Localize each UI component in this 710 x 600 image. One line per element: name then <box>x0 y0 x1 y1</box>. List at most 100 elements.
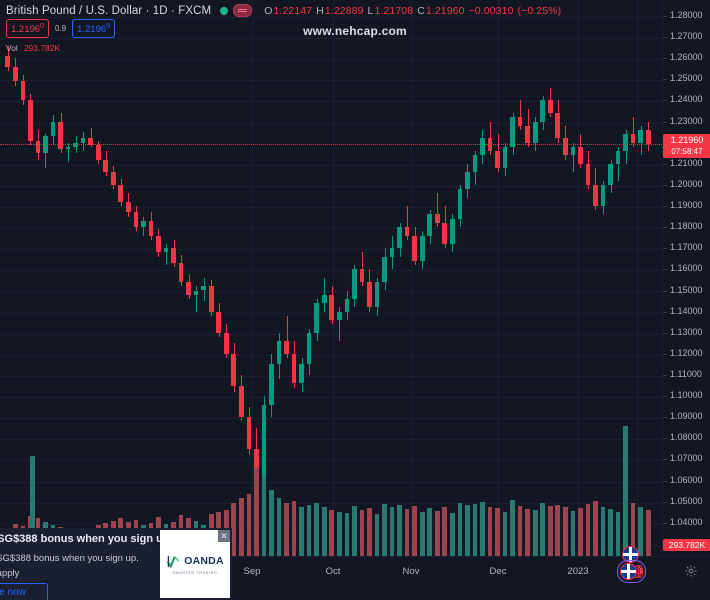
price-axis-tick: 1.28000 <box>670 10 703 20</box>
volume-legend: Vol 293.782K <box>6 43 60 53</box>
candle-body <box>404 227 410 236</box>
ohlc-high-value: 1.22889 <box>324 4 364 17</box>
candle-body <box>645 130 651 144</box>
candle-body <box>329 294 335 321</box>
symbol-title[interactable]: British Pound / U.S. Dollar · 1D · FXCM <box>6 4 212 17</box>
gridline-horizontal <box>0 375 662 377</box>
volume-bar <box>480 502 485 556</box>
candle-body <box>359 269 365 283</box>
gridline-horizontal <box>0 438 662 440</box>
candle-body <box>615 151 621 164</box>
candle-body <box>412 235 417 261</box>
bid-price-box[interactable]: 1.21960 <box>6 18 49 39</box>
volume-legend-value: 293.782K <box>23 43 61 53</box>
gridline-horizontal <box>0 396 662 398</box>
price-axis-tick-dash <box>663 164 667 165</box>
candle-body <box>193 290 199 295</box>
price-axis-tick-dash <box>663 438 667 439</box>
candle-body <box>495 151 500 169</box>
gridline-horizontal <box>0 481 662 483</box>
price-axis-tick-dash <box>663 417 667 418</box>
volume-bar <box>623 425 628 556</box>
volume-bar <box>465 505 470 556</box>
candle-body <box>532 121 538 143</box>
candle-body <box>171 248 176 264</box>
ask-price-box[interactable]: 1.21969 <box>72 18 116 39</box>
price-axis-tick-dash <box>663 79 667 80</box>
price-axis-tick-dash <box>663 459 667 460</box>
volume-bar <box>525 509 530 556</box>
volume-legend-label: Vol <box>6 43 18 53</box>
ohlc-low-label: L <box>367 4 374 17</box>
volume-bar <box>630 502 636 556</box>
ask-price-sup: 9 <box>106 22 111 30</box>
candle-body <box>95 144 101 160</box>
price-axis-tick: 1.15000 <box>670 284 703 295</box>
selection-ring <box>617 560 646 583</box>
price-axis-tick-dash <box>663 248 667 249</box>
volume-bar <box>344 512 350 556</box>
volume-bar <box>615 511 621 556</box>
gridline-horizontal <box>0 290 662 292</box>
volume-bar <box>510 500 515 556</box>
advertisement-overlay[interactable]: a SG$388 bonus when you sign up. sit SG$… <box>0 528 232 600</box>
candle-body <box>125 201 131 213</box>
candle-body <box>540 100 546 122</box>
gridline-horizontal <box>0 333 662 335</box>
candle-body <box>502 146 508 169</box>
volume-bar <box>585 503 591 556</box>
volume-bar <box>231 502 237 556</box>
candle-body <box>374 282 380 308</box>
price-axis-tick: 1.16000 <box>670 263 703 274</box>
chart-plot-area[interactable] <box>0 0 662 556</box>
candle-body <box>434 214 440 223</box>
candle-body <box>442 222 448 245</box>
volume-bar <box>389 507 395 556</box>
candle-body <box>525 125 530 143</box>
candle-body <box>246 417 252 449</box>
ohlc-open-label: O <box>264 4 273 17</box>
time-axis-tick: Sep <box>243 566 261 577</box>
volume-bar <box>578 508 583 556</box>
current-price-time: 07:58:47 <box>671 146 703 156</box>
volume-bar <box>555 504 561 556</box>
gear-icon[interactable] <box>684 564 698 578</box>
volume-bar-spike-left <box>30 456 35 556</box>
candle-body <box>73 142 78 147</box>
volume-bar <box>314 502 320 556</box>
price-axis-tick: 1.23000 <box>670 115 703 126</box>
list-toggle-icon[interactable] <box>233 4 253 17</box>
volume-bar <box>547 506 553 556</box>
gridline-vertical <box>252 0 253 556</box>
candle-body <box>578 146 583 164</box>
close-icon[interactable]: ✕ <box>218 530 230 542</box>
ask-price: 1.2196 <box>77 24 107 36</box>
gridline-horizontal <box>0 227 662 229</box>
candle-body <box>600 184 606 207</box>
candle-body <box>608 163 613 185</box>
candle-body <box>284 341 289 354</box>
candle-body <box>156 235 161 253</box>
ohlc-high-label: H <box>316 4 324 17</box>
oanda-logo-row: OANDA <box>166 554 224 569</box>
candle-body <box>299 364 304 384</box>
candle-body <box>231 353 237 386</box>
volume-bar <box>261 476 267 556</box>
flag-marker-upper[interactable] <box>622 546 639 563</box>
flag-marker-lower[interactable] <box>617 560 646 583</box>
candle-body <box>472 155 478 173</box>
volume-bar <box>600 507 606 556</box>
candle-body <box>306 332 312 365</box>
gridline-vertical <box>578 0 579 556</box>
price-axis-tick: 1.13000 <box>670 326 703 337</box>
price-axis[interactable]: 1.28000 1.27000 1.26000 1.25000 1.24000 1.230… <box>662 0 710 569</box>
candle-body <box>397 227 402 249</box>
gridline-horizontal <box>0 459 662 461</box>
candle-body <box>223 332 229 354</box>
candle-body <box>336 311 342 321</box>
bid-price-sup: 0 <box>40 22 44 30</box>
volume-bar <box>540 502 546 556</box>
candle-body <box>382 256 387 283</box>
ad-cta-button[interactable]: ade now <box>0 583 48 600</box>
candle-body <box>141 220 146 228</box>
